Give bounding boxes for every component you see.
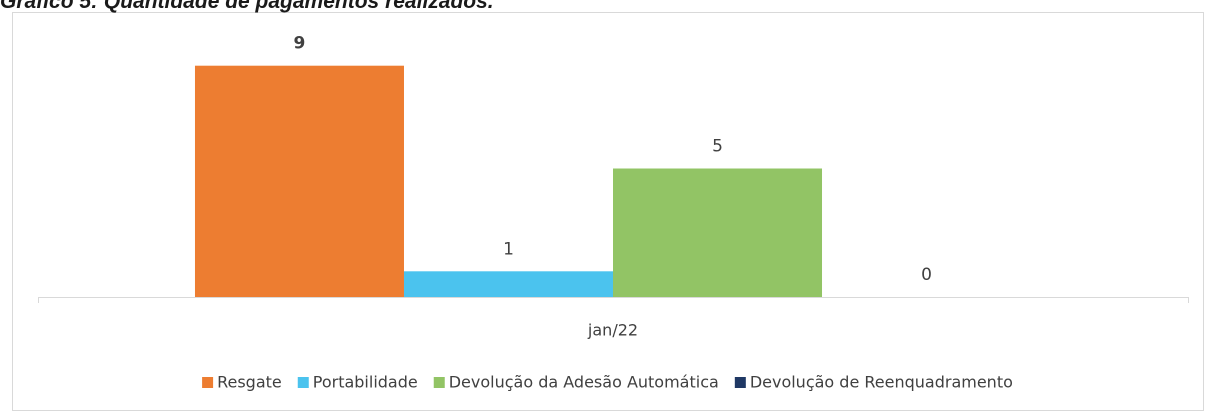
data-label: 1 xyxy=(503,239,514,259)
legend-label: Portabilidade xyxy=(313,373,418,392)
legend-swatch xyxy=(297,377,309,388)
legend-label: Devolução da Adesão Automática xyxy=(449,373,719,392)
x-tick-label: jan/22 xyxy=(587,321,638,340)
chart-frame xyxy=(12,12,1204,411)
legend-label: Devolução de Reenquadramento xyxy=(750,373,1013,392)
legend-swatch xyxy=(734,377,746,388)
bar xyxy=(194,65,404,297)
data-label: 0 xyxy=(921,265,932,285)
legend-swatch xyxy=(202,377,214,388)
chart-title: Gráfico 5: Quantidade de pagamentos real… xyxy=(0,0,494,13)
data-label: 5 xyxy=(712,137,723,157)
bar xyxy=(403,271,613,297)
bar xyxy=(613,168,823,297)
data-label: 9 xyxy=(294,34,306,54)
legend-swatch xyxy=(433,377,445,388)
legend-label: Resgate xyxy=(217,373,282,392)
